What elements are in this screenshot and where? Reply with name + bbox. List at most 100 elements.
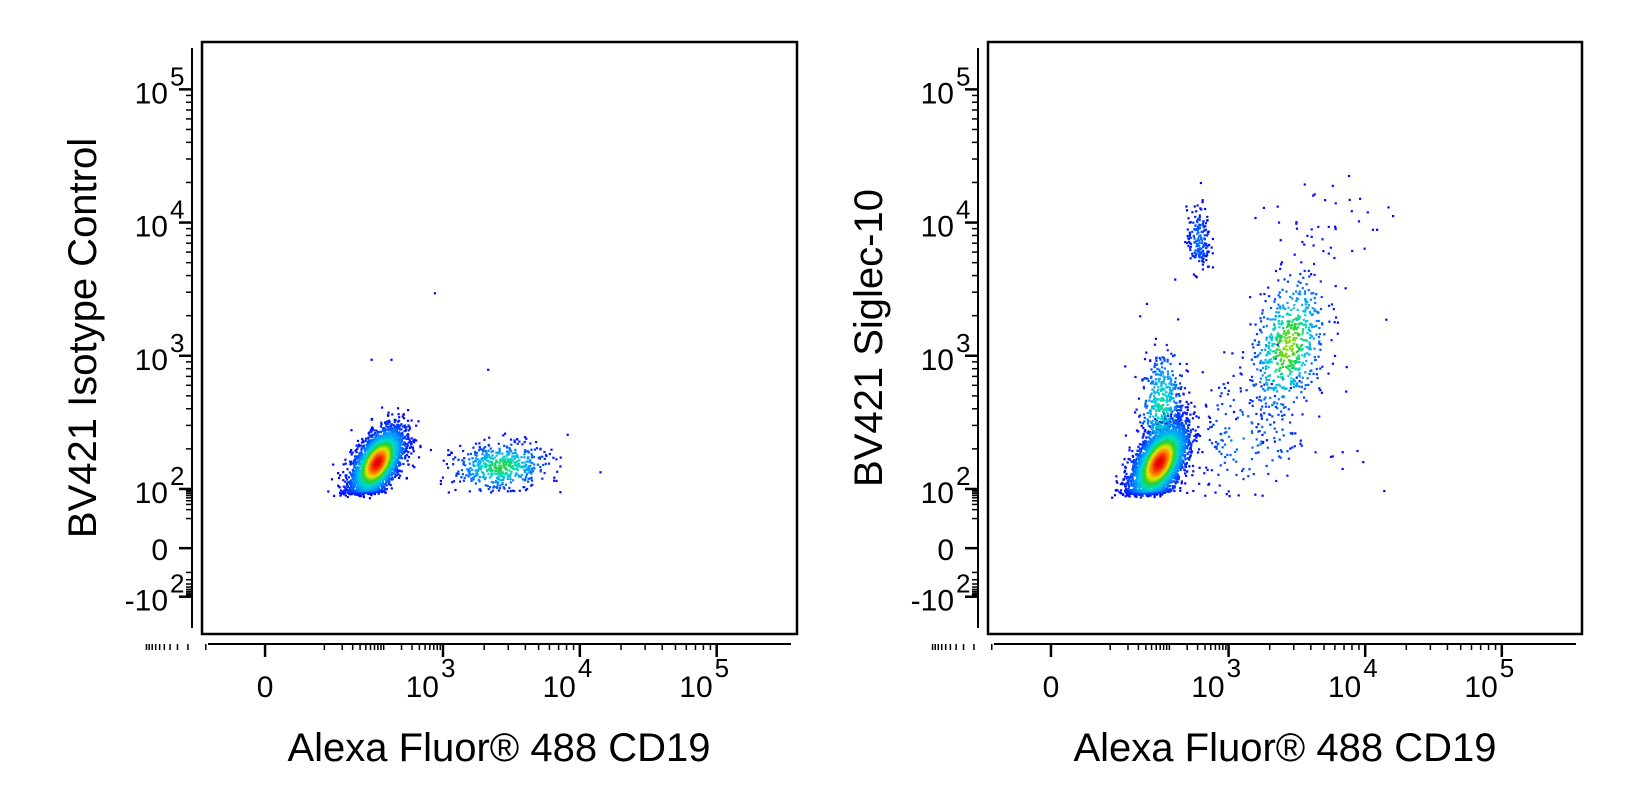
event-dot	[389, 425, 392, 428]
event-dot	[1197, 227, 1201, 230]
event-dot	[1165, 343, 1168, 347]
event-dot	[1248, 468, 1251, 471]
event-dot	[1189, 242, 1192, 245]
event-dot	[398, 439, 401, 442]
event-dot	[482, 475, 485, 479]
event-dot	[524, 489, 527, 492]
event-dot	[360, 448, 363, 452]
event-dot	[1133, 459, 1136, 462]
event-dot	[1257, 423, 1260, 426]
event-dot	[464, 464, 467, 467]
event-dot	[1232, 410, 1236, 414]
event-dot	[1260, 385, 1263, 388]
event-dot	[488, 436, 491, 439]
event-dot	[1211, 252, 1214, 255]
event-dot	[478, 459, 482, 462]
event-dot	[527, 477, 530, 480]
event-dot	[521, 461, 524, 464]
event-dot	[360, 447, 363, 450]
event-dot	[1193, 411, 1196, 414]
event-dot	[1334, 285, 1337, 288]
event-dot	[498, 466, 501, 470]
event-dot	[407, 429, 410, 432]
event-dot	[498, 464, 501, 467]
event-dot	[1251, 343, 1254, 346]
event-dot	[1143, 430, 1146, 433]
event-dot	[494, 465, 497, 468]
event-dot	[1235, 418, 1238, 421]
event-dot	[1140, 443, 1143, 446]
event-dot	[370, 418, 373, 421]
event-dot	[527, 460, 530, 463]
event-dot	[521, 465, 524, 468]
event-dot	[472, 446, 475, 449]
event-dot	[1184, 472, 1187, 475]
event-dot	[1261, 309, 1264, 312]
event-dot	[375, 487, 378, 490]
event-dot	[1129, 489, 1132, 492]
event-dot	[521, 443, 524, 446]
event-dot	[1273, 427, 1276, 430]
event-dot	[483, 438, 486, 441]
event-dot	[1215, 445, 1218, 448]
event-dot	[398, 449, 402, 453]
event-dot	[348, 471, 351, 474]
event-dot	[376, 488, 379, 491]
event-dot	[1185, 362, 1188, 366]
event-dot	[1299, 442, 1302, 445]
event-dot	[1202, 220, 1205, 223]
event-dot	[1341, 451, 1344, 454]
event-dot	[480, 466, 483, 469]
event-dot	[1221, 446, 1224, 449]
event-dot	[1138, 453, 1141, 456]
event-dot	[536, 463, 539, 466]
event-dot	[405, 477, 408, 480]
plot-frame	[200, 40, 799, 636]
event-dot	[504, 483, 508, 486]
event-dot	[1334, 225, 1337, 228]
event-dot	[1299, 272, 1302, 276]
event-dot	[1175, 419, 1178, 422]
event-dot	[1205, 247, 1208, 250]
event-dot	[1194, 249, 1197, 252]
event-dot	[1181, 422, 1184, 425]
event-dot	[1200, 256, 1203, 259]
event-dot	[1366, 211, 1369, 214]
event-dot	[1188, 450, 1191, 453]
event-dot	[369, 435, 372, 438]
event-dot	[521, 478, 524, 481]
event-dot	[1153, 496, 1156, 499]
event-dot	[1210, 442, 1214, 445]
event-dot	[469, 467, 472, 470]
event-dot	[1187, 441, 1190, 444]
event-dot	[1198, 482, 1201, 485]
event-dot	[477, 461, 480, 464]
event-dot	[475, 468, 478, 472]
event-dot	[462, 460, 465, 463]
event-dot	[358, 451, 361, 455]
y-tick-label: 10	[135, 77, 168, 110]
event-dot	[480, 458, 483, 461]
event-dot	[1260, 399, 1263, 402]
y-tick-label: 10	[135, 344, 168, 377]
event-dot	[1183, 387, 1187, 390]
event-dot	[1201, 249, 1204, 252]
event-dot	[479, 475, 482, 479]
event-dot	[528, 470, 531, 473]
event-dot	[352, 488, 355, 491]
event-dot	[410, 452, 413, 455]
event-dot	[1198, 249, 1201, 252]
event-dot	[1264, 402, 1267, 405]
event-dot	[559, 491, 562, 494]
event-dot	[1188, 231, 1191, 234]
event-dot	[462, 449, 465, 453]
event-dot	[350, 462, 353, 465]
event-dot	[524, 476, 528, 479]
event-dot	[1187, 217, 1190, 220]
event-dot	[502, 466, 506, 469]
event-dot	[1331, 362, 1334, 365]
event-dot	[353, 483, 356, 486]
event-dot	[490, 481, 493, 484]
